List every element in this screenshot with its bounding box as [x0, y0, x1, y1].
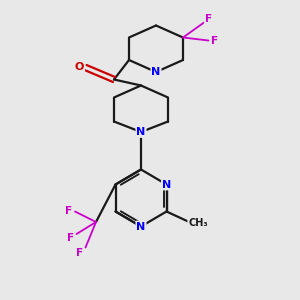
Text: F: F [67, 232, 74, 243]
Text: O: O [75, 61, 84, 72]
Text: F: F [65, 206, 72, 216]
Text: CH₃: CH₃ [188, 218, 208, 229]
Text: N: N [136, 127, 146, 137]
Text: F: F [76, 248, 83, 258]
Text: N: N [152, 67, 160, 77]
Text: N: N [136, 221, 146, 232]
Text: F: F [205, 14, 212, 24]
Text: N: N [162, 179, 171, 190]
Text: F: F [211, 36, 218, 46]
